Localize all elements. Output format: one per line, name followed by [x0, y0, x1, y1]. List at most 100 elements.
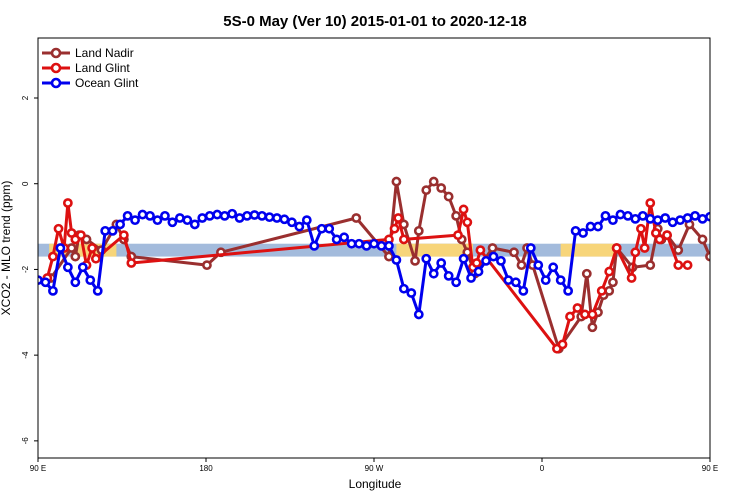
data-point-land-glint [604, 266, 615, 277]
data-point-ocean-glint [182, 215, 193, 226]
data-point-land-nadir [697, 234, 708, 245]
data-point-land-nadir [705, 251, 710, 262]
data-point-ocean-glint [316, 223, 327, 234]
data-point-ocean-glint [167, 217, 178, 228]
data-point-ocean-glint [705, 211, 710, 222]
data-point-ocean-glint [451, 277, 462, 288]
data-point-land-glint [48, 251, 58, 262]
data-point-ocean-glint [324, 223, 335, 234]
land-band-segment [560, 243, 617, 257]
data-point-ocean-glint [137, 209, 148, 220]
y-tick-label: 0 [21, 181, 30, 186]
data-point-ocean-glint [690, 210, 700, 221]
data-point-land-glint [475, 245, 486, 256]
series-land-nadir [46, 176, 710, 354]
data-point-ocean-glint [354, 238, 364, 249]
data-point-ocean-glint [421, 253, 432, 264]
data-point-land-nadir [443, 191, 454, 202]
data-point-ocean-glint [77, 262, 88, 273]
data-point-land-glint [76, 230, 86, 241]
data-point-ocean-glint [294, 221, 305, 232]
data-point-ocean-glint [272, 213, 282, 223]
legend-item-land-glint: Land Glint [42, 61, 130, 75]
legend-item-land-nadir: Land Nadir [42, 46, 134, 60]
data-point-land-nadir [413, 225, 424, 236]
data-point-ocean-glint [496, 255, 506, 266]
data-point-ocean-glint [398, 283, 409, 294]
data-point-ocean-glint [92, 285, 103, 296]
data-point-ocean-glint [563, 285, 574, 296]
data-point-land-glint [673, 260, 684, 271]
data-point-ocean-glint [652, 215, 663, 226]
data-point-ocean-glint [369, 238, 379, 249]
data-point-land-nadir [581, 268, 592, 279]
data-point-ocean-glint [62, 262, 73, 273]
x-tick-label: 90 E [702, 464, 718, 473]
data-point-land-glint [572, 303, 583, 313]
data-point-land-nadir [410, 255, 420, 266]
data-point-ocean-glint [301, 215, 312, 226]
data-point-land-nadir [66, 243, 77, 253]
data-point-ocean-glint [443, 270, 454, 281]
data-point-ocean-glint [667, 217, 678, 228]
data-point-ocean-glint [115, 219, 126, 230]
data-point-land-nadir [384, 251, 394, 262]
data-point-ocean-glint [189, 219, 200, 230]
legend-swatch-marker [50, 47, 62, 59]
data-point-land-nadir [604, 285, 615, 296]
y-tick-label: -4 [21, 351, 30, 359]
data-point-ocean-glint [428, 268, 439, 279]
data-point-ocean-glint [384, 240, 394, 251]
data-point-ocean-glint [697, 213, 708, 224]
data-point-ocean-glint [40, 277, 51, 288]
data-point-ocean-glint [55, 243, 66, 253]
data-point-land-nadir [421, 185, 432, 196]
data-point-ocean-glint [242, 210, 252, 221]
data-point-land-glint [580, 309, 590, 320]
data-point-land-glint [398, 234, 409, 245]
data-point-land-glint [639, 243, 650, 253]
ocean-band [38, 243, 710, 257]
data-point-ocean-glint [555, 275, 566, 286]
data-point-ocean-glint [249, 210, 260, 220]
data-point-ocean-glint [174, 213, 185, 223]
legend-swatch-marker [50, 77, 62, 89]
data-point-ocean-glint [107, 225, 118, 236]
data-point-land-nadir [202, 260, 212, 271]
data-point-land-glint [53, 223, 64, 234]
data-point-ocean-glint [406, 288, 417, 298]
data-point-land-nadir [487, 243, 498, 253]
data-point-ocean-glint [160, 210, 170, 221]
data-point-land-nadir [391, 176, 402, 187]
data-point-ocean-glint [675, 215, 686, 226]
x-axis-label: Longitude [349, 477, 402, 491]
series-line-ocean-glint [38, 212, 710, 316]
data-point-land-glint [453, 230, 463, 241]
data-point-land-glint [458, 204, 469, 215]
data-point-land-nadir [70, 251, 81, 262]
data-point-land-nadir [436, 183, 447, 193]
data-point-ocean-glint [197, 213, 208, 223]
data-point-ocean-glint [70, 277, 81, 288]
data-point-ocean-glint [622, 210, 633, 221]
data-point-ocean-glint [510, 277, 521, 288]
data-point-ocean-glint [488, 251, 499, 262]
data-point-ocean-glint [585, 221, 596, 232]
series-layer [38, 176, 710, 354]
data-point-ocean-glint [346, 238, 357, 249]
data-point-land-glint [565, 311, 575, 322]
data-point-land-glint [654, 234, 665, 245]
data-point-ocean-glint [533, 260, 544, 271]
data-point-land-nadir [351, 213, 362, 223]
data-point-ocean-glint [219, 210, 230, 221]
data-point-land-glint [636, 223, 646, 234]
data-point-ocean-glint [570, 225, 581, 236]
data-point-land-glint [462, 217, 473, 228]
data-point-ocean-glint [413, 309, 424, 320]
legend-item-ocean-glint: Ocean Glint [42, 76, 139, 90]
data-point-ocean-glint [525, 243, 536, 253]
y-tick-label: 2 [21, 95, 30, 100]
x-tick-label: 90 W [365, 464, 384, 473]
